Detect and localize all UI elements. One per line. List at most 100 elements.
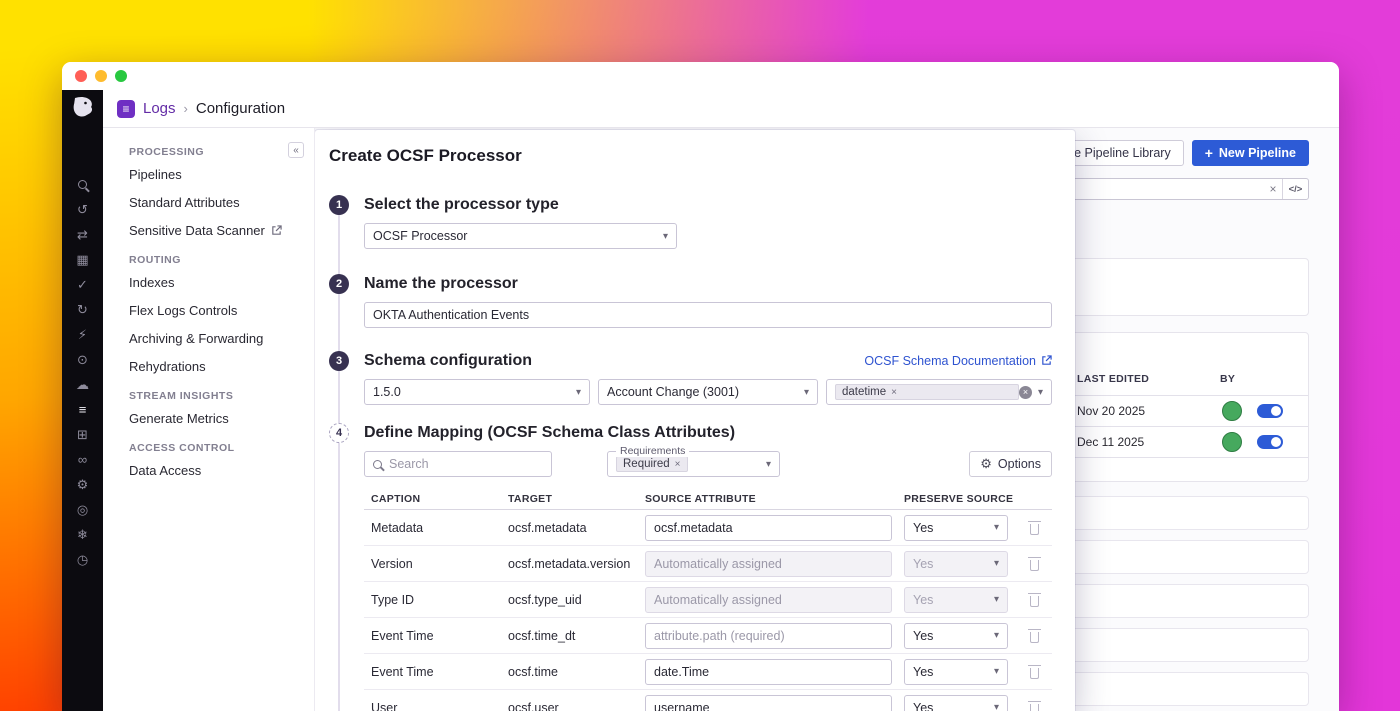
metrics-icon[interactable]: ⊞ xyxy=(77,427,88,442)
mapping-controls: Requirements Required xyxy=(364,445,1052,477)
pipelines-icon[interactable]: ⇄ xyxy=(77,227,88,242)
ocsf-schema-doc-link[interactable]: OCSF Schema Documentation xyxy=(864,354,1052,368)
mapping-target: ocsf.metadata.version xyxy=(508,556,631,571)
close-window-button[interactable] xyxy=(75,70,87,82)
mapping-search-input[interactable] xyxy=(364,451,552,477)
sidebar-item-label: Flex Logs Controls xyxy=(129,302,238,318)
chevron-down-icon xyxy=(994,558,999,569)
step-4-heading: Define Mapping (OCSF Schema Class Attrib… xyxy=(364,424,736,441)
step-2-badge: 2 xyxy=(329,274,349,294)
sidebar-item-standard-attributes[interactable]: Standard Attributes xyxy=(103,188,314,216)
code-view-toggle[interactable]: </> xyxy=(1282,179,1308,199)
minimize-window-button[interactable] xyxy=(95,70,107,82)
schema-class-select[interactable]: Account Change (3001) xyxy=(598,379,818,405)
column-header-caption: CAPTION xyxy=(371,492,421,505)
settings-icon[interactable]: ⚙ xyxy=(76,477,89,492)
external-link-icon xyxy=(1042,355,1052,365)
trash-icon[interactable] xyxy=(1027,700,1041,711)
logs-icon[interactable]: ≡ xyxy=(78,402,87,417)
trash-icon[interactable] xyxy=(1027,556,1041,571)
chevron-down-icon xyxy=(1038,387,1043,398)
collapse-sidebar-icon[interactable] xyxy=(288,142,304,158)
sidebar-item-label: Pipelines xyxy=(129,166,182,182)
remove-tag-icon[interactable] xyxy=(675,459,681,470)
options-label: Options xyxy=(997,457,1041,471)
step-1-heading: Select the processor type xyxy=(364,196,559,213)
monitors-icon[interactable]: ✓ xyxy=(77,277,88,292)
options-button[interactable]: Options xyxy=(969,451,1052,477)
table-row[interactable]: Nov 20 2025 xyxy=(316,396,1308,426)
preserve-source-select[interactable]: Yes xyxy=(904,694,1008,711)
maximize-window-button[interactable] xyxy=(115,70,127,82)
security-icon[interactable]: ◎ xyxy=(76,502,89,517)
mapping-row: Version ocsf.metadata.version Yes xyxy=(364,546,1052,582)
preserve-source-value: Yes xyxy=(913,520,934,535)
trash-icon[interactable] xyxy=(1027,628,1041,643)
logs-product-icon xyxy=(117,99,135,118)
pipeline-enabled-toggle[interactable] xyxy=(1257,404,1283,418)
preserve-source-value: Yes xyxy=(913,592,934,607)
preserve-source-select[interactable]: Yes xyxy=(904,514,1008,541)
mapping-caption: Version xyxy=(371,556,413,571)
breadcrumb-product-link[interactable]: Logs xyxy=(143,100,176,117)
chevron-down-icon xyxy=(804,387,809,398)
sidebar-item-sensitive-data-scanner[interactable]: Sensitive Data Scanner xyxy=(103,216,314,244)
source-attribute-input[interactable] xyxy=(645,694,892,711)
nav-section-routing: ROUTING xyxy=(129,254,181,266)
table-row[interactable]: Dec 11 2025 xyxy=(316,427,1308,457)
sidebar-item-rehydrations[interactable]: Rehydrations xyxy=(103,352,314,380)
events-icon[interactable]: ⚡ xyxy=(77,327,88,342)
schema-version-select[interactable]: 1.5.0 xyxy=(364,379,590,405)
mapping-search-field[interactable] xyxy=(389,457,543,471)
preserve-source-select[interactable]: Yes xyxy=(904,658,1008,685)
sidebar-item-archiving-forwarding[interactable]: Archiving & Forwarding xyxy=(103,324,314,352)
trash-icon[interactable] xyxy=(1027,664,1041,679)
step-4: 4 Define Mapping (OCSF Schema Class Attr… xyxy=(315,423,1075,711)
sidebar-item-data-access[interactable]: Data Access xyxy=(103,456,314,484)
workflows-icon[interactable]: ❄ xyxy=(77,527,88,542)
clear-search-icon[interactable] xyxy=(1264,182,1282,196)
search-icon[interactable] xyxy=(75,178,91,192)
source-attribute-input[interactable] xyxy=(645,658,892,685)
preserve-source-select[interactable]: Yes xyxy=(904,622,1008,649)
pipeline-enabled-toggle[interactable] xyxy=(1257,435,1283,449)
datadog-logo[interactable] xyxy=(70,94,96,120)
step-2-heading: Name the processor xyxy=(364,275,518,292)
source-attribute-input[interactable] xyxy=(645,622,892,649)
processor-name-input[interactable] xyxy=(364,302,1052,328)
dashboards-icon[interactable]: ▦ xyxy=(76,252,89,267)
sidebar-item-generate-metrics[interactable]: Generate Metrics xyxy=(103,404,314,432)
requirements-filter-select[interactable]: Requirements Required xyxy=(607,445,780,477)
service-map-icon[interactable]: ⊙ xyxy=(77,352,88,367)
chevron-down-icon xyxy=(994,594,999,605)
history-icon[interactable]: ↺ xyxy=(77,202,88,217)
profile-tag-label: datetime xyxy=(842,386,887,398)
remove-tag-icon[interactable] xyxy=(891,387,897,398)
schema-profiles-multiselect[interactable]: datetime xyxy=(826,379,1052,405)
synthetics-icon[interactable]: ↻ xyxy=(77,302,88,317)
mapping-caption: User xyxy=(371,700,398,711)
apm-icon[interactable]: ∞ xyxy=(77,452,88,467)
source-attribute-input[interactable] xyxy=(645,514,892,541)
sidebar-item-label: Generate Metrics xyxy=(129,410,229,426)
clear-all-icon[interactable] xyxy=(1018,385,1032,399)
trash-icon[interactable] xyxy=(1027,520,1041,535)
sidebar-item-flex-logs-controls[interactable]: Flex Logs Controls xyxy=(103,296,314,324)
sidebar-item-pipelines[interactable]: Pipelines xyxy=(103,160,314,188)
step-3-badge: 3 xyxy=(329,351,349,371)
infrastructure-icon[interactable]: ☁ xyxy=(76,377,89,392)
avatar xyxy=(1222,432,1242,452)
gear-icon xyxy=(980,456,992,472)
processor-type-select[interactable]: OCSF Processor xyxy=(364,223,677,249)
sidebar-item-indexes[interactable]: Indexes xyxy=(103,268,314,296)
mapping-target: ocsf.time_dt xyxy=(508,628,576,643)
schema-version-value: 1.5.0 xyxy=(373,385,401,399)
main-column: Logs › Configuration PROCESSING Pipeline… xyxy=(103,90,1339,711)
window-titlebar xyxy=(62,62,1339,90)
nav-section-processing: PROCESSING xyxy=(129,146,205,158)
mapping-caption: Type ID xyxy=(371,592,415,607)
watchdog-icon[interactable]: ◷ xyxy=(76,552,89,567)
new-pipeline-button[interactable]: New Pipeline xyxy=(1191,140,1309,166)
trash-icon[interactable] xyxy=(1027,592,1041,607)
mapping-target: ocsf.user xyxy=(508,700,559,711)
